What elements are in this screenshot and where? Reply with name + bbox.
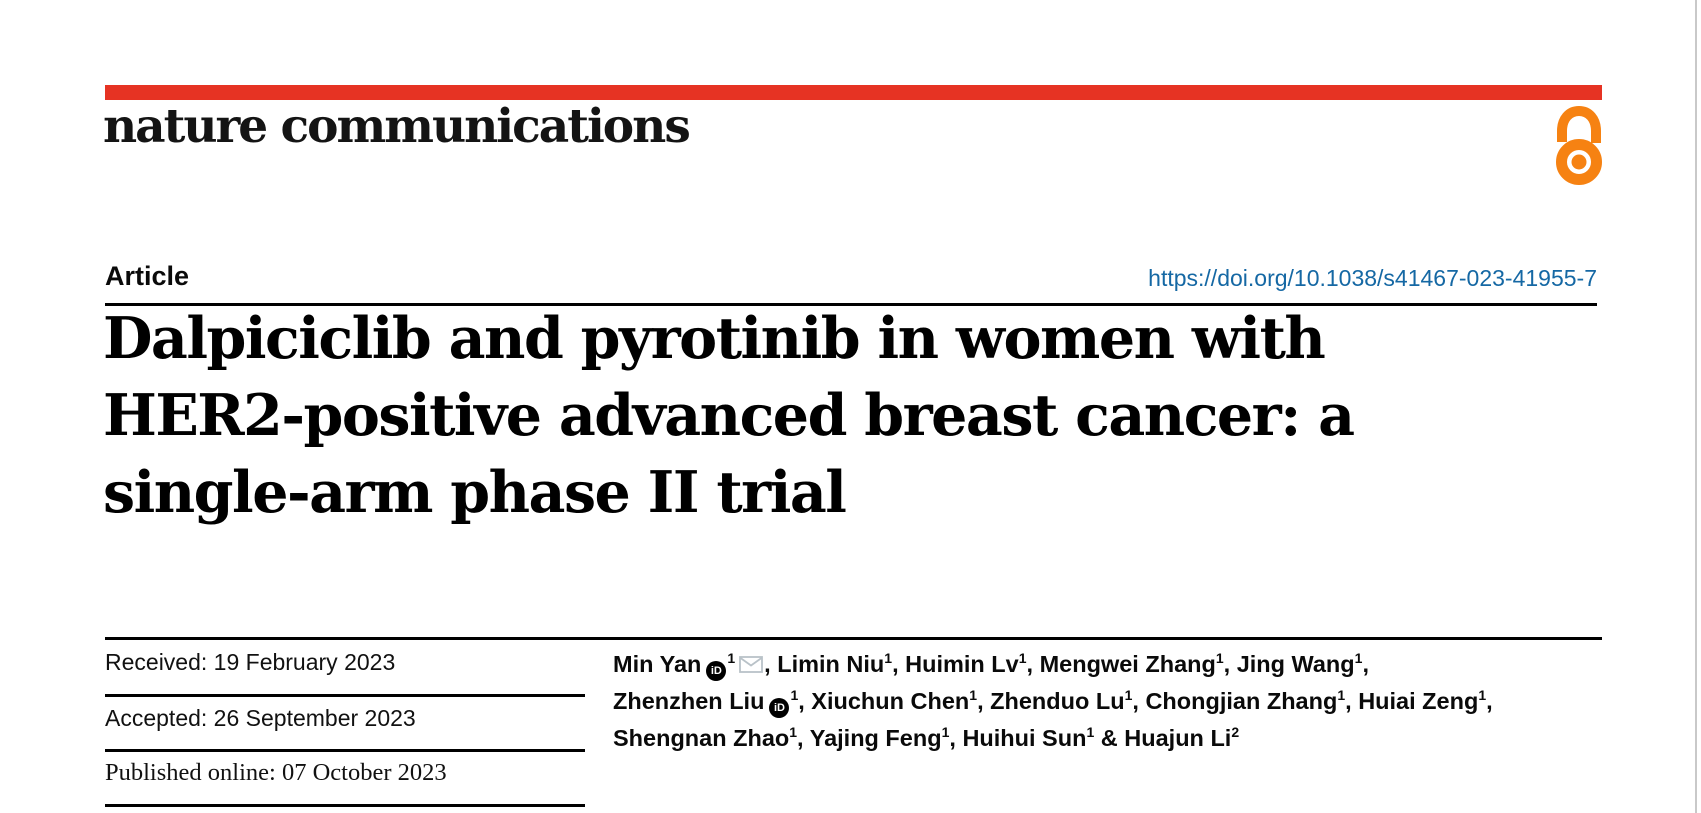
history-divider bbox=[105, 804, 585, 807]
author-separator: , bbox=[1486, 688, 1493, 714]
author-separator: , bbox=[1345, 688, 1359, 714]
author-affiliation-superscript: 1 bbox=[1124, 687, 1133, 704]
journal-logo: nature communications bbox=[103, 99, 691, 154]
author-name: Mengwei Zhang bbox=[1039, 651, 1216, 677]
author-separator: , bbox=[977, 688, 991, 714]
paper-title-line-3: single-arm phase II trial bbox=[103, 459, 847, 526]
author-name: Shengnan Zhao bbox=[613, 725, 790, 751]
author-affiliation-superscript: 1 bbox=[727, 650, 736, 667]
author-name: Huajun Li bbox=[1124, 725, 1232, 751]
author-name: Yajing Feng bbox=[809, 725, 942, 751]
accepted-date: Accepted: 26 September 2023 bbox=[105, 705, 416, 731]
author-separator: , bbox=[1026, 651, 1040, 677]
columns-top-rule bbox=[105, 637, 1602, 640]
paper-title-line-2: HER2-positive advanced breast cancer: a bbox=[103, 382, 1355, 449]
author-separator: & bbox=[1094, 725, 1125, 751]
author-name: Huimin Lv bbox=[905, 651, 1019, 677]
author-affiliation-superscript: 1 bbox=[1354, 650, 1363, 667]
author-name: Limin Niu bbox=[777, 651, 885, 677]
author-list: Min Yan iD1, Limin Niu1, Huimin Lv1, Meng… bbox=[613, 646, 1613, 757]
author-separator: , bbox=[1132, 688, 1146, 714]
author-separator: , bbox=[798, 688, 812, 714]
author-affiliation-superscript: 1 bbox=[1086, 724, 1095, 741]
author-affiliation-superscript: 1 bbox=[884, 650, 893, 667]
author-affiliation-superscript: 1 bbox=[969, 687, 978, 704]
author-name: Huiai Zeng bbox=[1358, 688, 1479, 714]
page-right-edge bbox=[1695, 0, 1697, 813]
author-separator: , bbox=[892, 651, 906, 677]
paper-title: Dalpiciclib and pyrotinib in women with … bbox=[103, 300, 1523, 531]
paper-title-line-1: Dalpiciclib and pyrotinib in women with bbox=[103, 305, 1326, 372]
article-type-label: Article bbox=[105, 261, 190, 291]
journal-accent-bar bbox=[105, 85, 1602, 100]
author-name: Jing Wang bbox=[1236, 651, 1355, 677]
orcid-icon[interactable]: iD bbox=[769, 698, 790, 718]
author-name: Min Yan bbox=[613, 651, 702, 677]
author-affiliation-superscript: 2 bbox=[1231, 724, 1240, 741]
author-separator: , bbox=[949, 725, 963, 751]
author-name: Huihui Sun bbox=[962, 725, 1087, 751]
author-name: Zhenzhen Liu bbox=[613, 688, 765, 714]
author-name: Chongjian Zhang bbox=[1145, 688, 1338, 714]
author-separator: , bbox=[1362, 651, 1369, 677]
author-affiliation-superscript: 1 bbox=[1478, 687, 1487, 704]
author-affiliation-superscript: 1 bbox=[789, 724, 798, 741]
article-header-row: Article https://doi.org/10.1038/s41467-0… bbox=[105, 244, 1597, 292]
author-line: Zhenzhen Liu iD1, Xiuchun Chen1, Zhenduo … bbox=[613, 683, 1613, 720]
author-separator: , bbox=[797, 725, 810, 751]
author-line: Shengnan Zhao1, Yajing Feng1, Huihui Sun… bbox=[613, 720, 1613, 757]
author-affiliation-superscript: 1 bbox=[1018, 650, 1027, 667]
history-divider bbox=[105, 749, 585, 752]
open-access-icon bbox=[1552, 105, 1606, 186]
published-date: Published online: 07 October 2023 bbox=[105, 759, 447, 786]
author-separator: , bbox=[1223, 651, 1237, 677]
author-affiliation-superscript: 1 bbox=[941, 724, 950, 741]
orcid-icon[interactable]: iD bbox=[706, 661, 727, 681]
author-affiliation-superscript: 1 bbox=[1215, 650, 1224, 667]
history-divider bbox=[105, 694, 585, 697]
received-date: Received: 19 February 2023 bbox=[105, 649, 396, 675]
author-affiliation-superscript: 1 bbox=[1337, 687, 1346, 704]
doi-link[interactable]: https://doi.org/10.1038/s41467-023-41955… bbox=[1148, 265, 1597, 291]
header-divider-rule bbox=[105, 303, 1597, 306]
email-icon[interactable] bbox=[739, 647, 764, 684]
author-name: Zhenduo Lu bbox=[990, 688, 1125, 714]
author-name: Xiuchun Chen bbox=[811, 688, 970, 714]
author-line: Min Yan iD1, Limin Niu1, Huimin Lv1, Meng… bbox=[613, 646, 1613, 683]
author-separator: , bbox=[764, 651, 778, 677]
author-affiliation-superscript: 1 bbox=[790, 687, 799, 704]
